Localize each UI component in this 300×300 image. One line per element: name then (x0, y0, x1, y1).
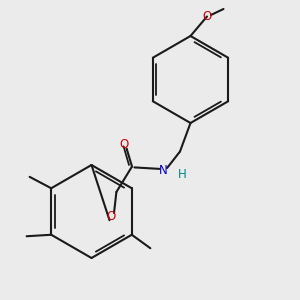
Text: N: N (159, 164, 168, 178)
Text: H: H (178, 167, 187, 181)
Text: O: O (106, 210, 116, 223)
Text: O: O (202, 10, 211, 23)
Text: O: O (119, 138, 128, 152)
